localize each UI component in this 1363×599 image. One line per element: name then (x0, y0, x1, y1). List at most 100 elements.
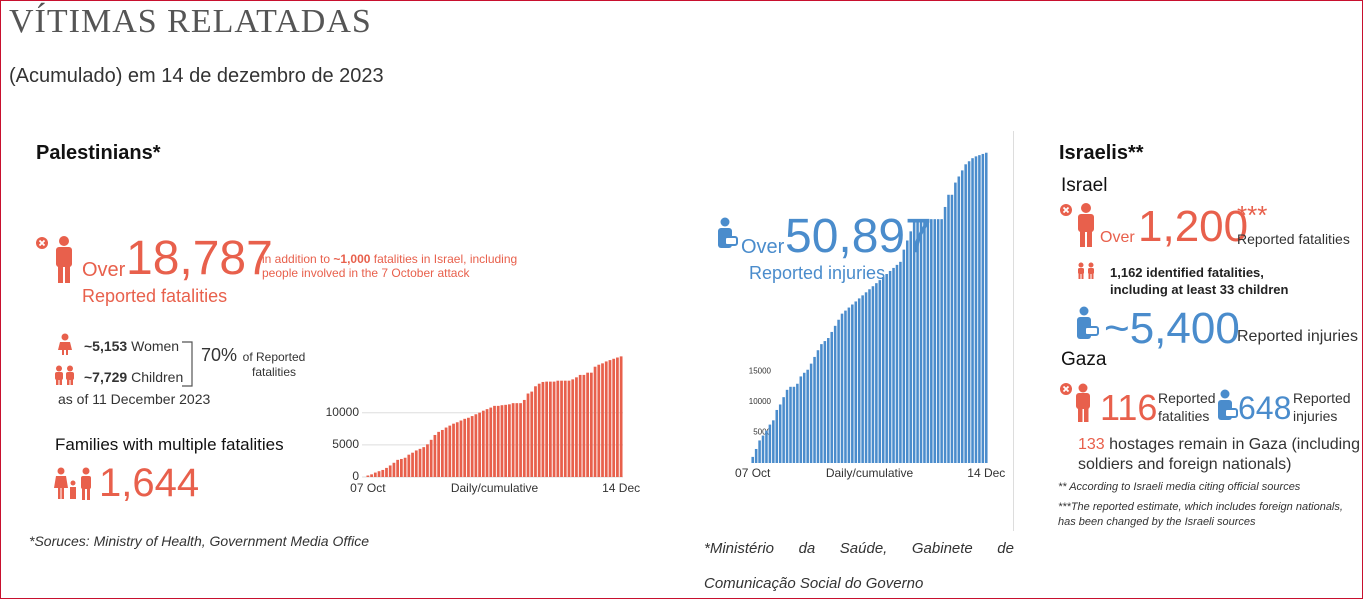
bar (778, 404, 782, 463)
bar (556, 380, 560, 477)
bar (820, 344, 823, 463)
bar (902, 249, 906, 463)
hostages: 133 hostages remain in Gaza (including s… (1078, 435, 1360, 475)
bar (809, 363, 813, 463)
bar (571, 379, 575, 477)
bar (775, 409, 779, 463)
bar (597, 364, 601, 477)
hostages-text: hostages remain in Gaza (including soldi… (1078, 436, 1360, 473)
x-axis-label: Daily/cumulative (451, 481, 539, 495)
bar (530, 391, 534, 477)
bar (833, 325, 837, 463)
bar (448, 425, 452, 477)
bar (608, 360, 612, 477)
x-tick-label: 14 Dec (602, 481, 640, 495)
x-tick-label: 14 Dec (967, 466, 1005, 480)
bar (519, 403, 522, 477)
label: Reported fatalities (82, 286, 228, 306)
footnote: ** According to Israeli media citing off… (1058, 481, 1301, 493)
bar (892, 267, 895, 463)
bar (830, 331, 833, 463)
bar (552, 381, 556, 477)
bar (485, 409, 489, 477)
bar (919, 219, 923, 463)
bar (467, 417, 470, 477)
bar (455, 422, 459, 477)
bar (823, 341, 827, 463)
bar (373, 472, 377, 477)
bar (792, 386, 796, 463)
bar (370, 474, 373, 477)
note: in addition to ~1,000 fatalities in Isra… (262, 252, 537, 280)
bar (463, 418, 467, 477)
big-number: 648 (1238, 390, 1292, 426)
sub-heading: Israel (1061, 175, 1108, 196)
note-number: ~1,000 (333, 252, 371, 266)
bar (881, 277, 885, 463)
children-icon (55, 365, 74, 385)
bar (782, 397, 785, 463)
label: Reported fatalities (1237, 231, 1350, 247)
bar (864, 292, 868, 463)
bar (567, 380, 571, 477)
bar (844, 310, 847, 463)
y-tick-label: 15000 (749, 367, 772, 376)
source: *Soruces: Ministry of Health, Government… (29, 533, 370, 549)
bar (799, 376, 803, 463)
bar (933, 219, 937, 463)
bar (888, 270, 892, 463)
note-text: in addition to (262, 252, 334, 266)
bar (526, 393, 530, 477)
women-label: Women (131, 338, 180, 354)
bar (950, 194, 954, 463)
bar (522, 399, 526, 477)
x-axis-label: Daily/cumulative (826, 466, 914, 480)
bar (377, 471, 381, 477)
bar (912, 219, 916, 463)
bar (429, 439, 433, 477)
bar (619, 356, 623, 477)
identified: 1,162 identified fatalities, including a… (1110, 265, 1289, 297)
bar (765, 430, 768, 463)
bar (978, 155, 981, 463)
bar (785, 389, 789, 463)
bar (957, 176, 961, 463)
bar (470, 416, 474, 477)
bar (381, 469, 385, 477)
bar (761, 435, 765, 463)
injury-icon (718, 217, 738, 248)
footnote-mark: *** (1237, 200, 1268, 230)
bar (366, 475, 370, 477)
bar (452, 423, 455, 477)
bar (411, 452, 414, 477)
bar (575, 377, 578, 477)
bar (857, 298, 861, 463)
bar (511, 403, 515, 477)
bar (967, 161, 971, 463)
bar (414, 450, 418, 477)
source: *Ministério da Saúde, Gabinete de Comuni… (704, 540, 1014, 592)
bar (960, 170, 964, 463)
bar (851, 304, 854, 463)
subtitle: (Acumulado) em 14 de dezembro de 2023 (9, 65, 384, 87)
bar (474, 414, 478, 477)
people-icon (1078, 262, 1094, 279)
bar (837, 319, 840, 463)
bar (926, 219, 930, 463)
note-text: fatalities in Israel, including people i… (262, 252, 518, 280)
bar (541, 381, 545, 477)
y-tick-label: 5000 (753, 428, 771, 437)
bar (971, 158, 974, 463)
separator (1013, 131, 1014, 531)
label: Reported injuries (1293, 390, 1351, 424)
bar (789, 386, 792, 463)
bar (440, 429, 444, 477)
footnote: ***The reported estimate, which includes… (1058, 501, 1343, 528)
sub-heading: Gaza (1061, 349, 1107, 370)
as-of: as of 11 December 2023 (58, 391, 211, 407)
fatality-icon (1060, 203, 1094, 247)
bar (481, 410, 485, 477)
injury-icon (1077, 306, 1099, 339)
women-row: ~5,153 Women (84, 338, 179, 354)
y-tick-label: 0 (352, 469, 359, 483)
